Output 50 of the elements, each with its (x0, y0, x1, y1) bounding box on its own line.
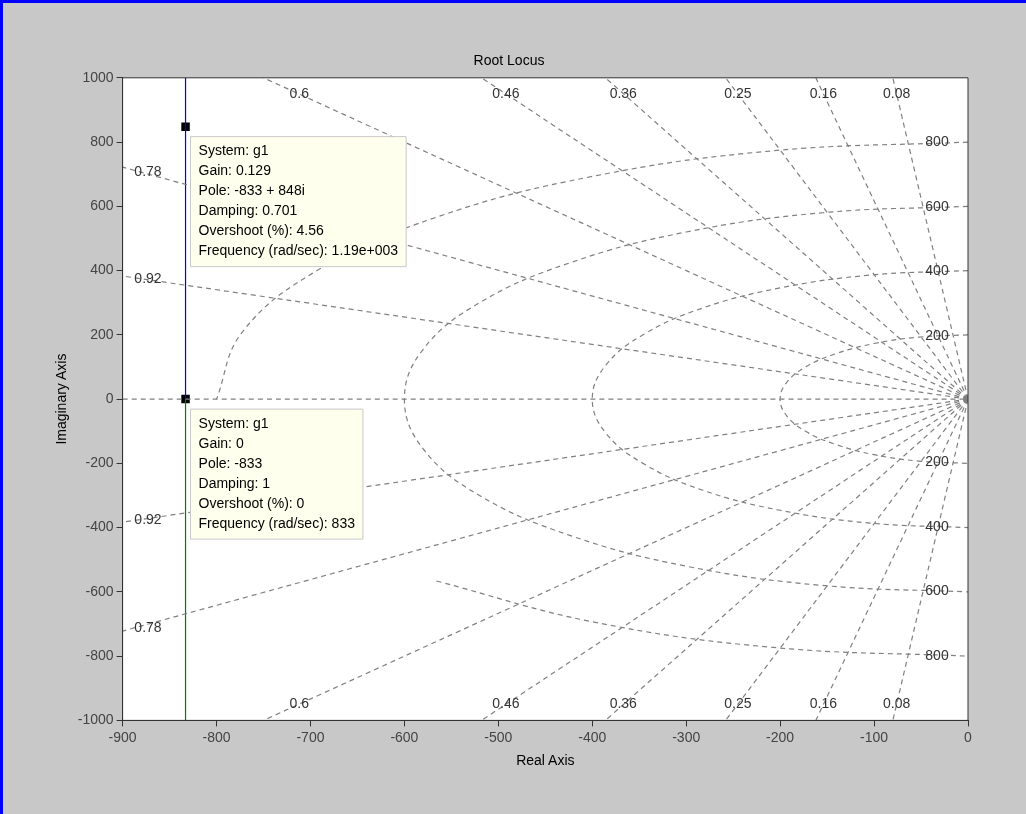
y-tick-label: 600 (90, 197, 114, 214)
y-tick-label: -400 (85, 518, 114, 535)
x-tick-label: -700 (296, 728, 325, 745)
x-tick-label: -600 (390, 728, 419, 745)
x-tick-label: 0 (964, 728, 973, 745)
annotation: 0.25 (724, 695, 752, 712)
annotation: 800 (925, 133, 949, 150)
x-tick-label: -800 (202, 728, 231, 745)
annotation: System: g1 Gain: 0 Pole: -833 Damping: 1 Overshoot (%): 0 Frequency (rad/sec): 833 (198, 414, 356, 531)
x-axis-title: Real Axis (516, 752, 575, 769)
y-tick-label: -800 (85, 647, 114, 663)
annotation: 600 (925, 197, 949, 214)
y-tick-label: 800 (90, 132, 114, 149)
annotation: 200 (925, 453, 949, 470)
y-tick-label: 1000 (82, 68, 114, 85)
x-tick-label: -400 (578, 728, 607, 745)
x-tick-label: -300 (672, 728, 701, 745)
x-tick-label: -100 (860, 728, 889, 745)
annotation: 0.08 (882, 695, 911, 712)
annotation: 0.6 (289, 695, 310, 712)
y-tick-label: 0 (105, 389, 114, 406)
x-tick-label: -500 (484, 728, 513, 745)
annotation: 400 (925, 261, 949, 278)
y-tick-label: 400 (90, 261, 114, 278)
annotation: 0.25 (724, 84, 752, 101)
annotation: 0.78 (134, 619, 162, 636)
annotation: 800 (925, 646, 949, 663)
annotation: 400 (925, 518, 949, 535)
y-tick-label: 200 (90, 325, 114, 342)
annotation: 0.16 (809, 84, 838, 101)
annotation: 0.78 (134, 162, 162, 179)
chart-title: Root Locus (473, 52, 545, 69)
annotation: 0.92 (134, 270, 162, 287)
x-tick-label: -900 (108, 728, 137, 745)
annotation: 600 (925, 582, 949, 599)
annotation: 0.6 (289, 84, 310, 101)
annotation: 0.36 (609, 695, 638, 712)
y-axis-title: Imaginary Axis (53, 353, 70, 445)
y-tick-label: -200 (85, 454, 114, 471)
y-tick-label: -1000 (77, 711, 114, 728)
y-tick-label: -600 (85, 582, 114, 599)
x-tick-label: -200 (766, 728, 795, 745)
annotation: 200 (925, 326, 949, 343)
annotation: 0.46 (492, 84, 520, 101)
annotation: 0.36 (609, 84, 638, 101)
annotation: 0.16 (809, 695, 838, 712)
annotation: 0.08 (882, 84, 911, 101)
annotation: System: g1 Gain: 0.129 Pole: -833 + 848i Damping: 0.701 Overshoot (%): 4.56 Frequency (rad/sec): 1.19e+003 (198, 142, 399, 259)
annotation: 0.92 (134, 511, 162, 528)
annotation: 0.46 (492, 695, 520, 712)
